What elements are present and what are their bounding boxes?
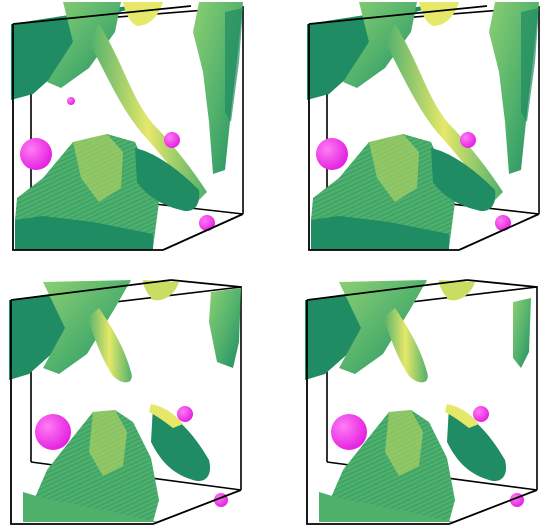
box-front-edges <box>308 5 540 251</box>
render-canvas <box>305 279 538 525</box>
isosurface-right-column <box>513 298 531 368</box>
inclusion-small <box>199 215 215 231</box>
inclusion-particles <box>20 97 215 231</box>
isosurface-right-column <box>209 288 241 368</box>
render-panel-top-left <box>3 2 253 257</box>
isosurface-lower-mound <box>15 134 200 250</box>
isosurface-right-column <box>489 2 539 174</box>
box-front-edges <box>10 279 242 525</box>
inclusion-particles <box>316 132 511 231</box>
isosurface-ridge <box>383 280 475 383</box>
isosurface-upper-sheet <box>307 2 449 100</box>
isosurface-upper-sheet <box>9 280 131 380</box>
isosurface-lower-mound <box>319 404 507 522</box>
render-canvas <box>9 279 242 525</box>
inclusion-large <box>331 414 367 450</box>
render-panel-bottom-left <box>3 272 253 527</box>
box-front-edges <box>306 279 538 525</box>
inclusion-small <box>177 406 193 422</box>
isosurface-ridge <box>385 2 503 200</box>
inclusion-large <box>316 138 348 170</box>
isosurface-ridge <box>89 2 207 200</box>
isosurface-lower-mound <box>311 134 496 250</box>
inclusion-small <box>460 132 476 148</box>
inclusion-large <box>20 138 52 170</box>
inclusion-large <box>35 414 71 450</box>
inclusion-small <box>473 406 489 422</box>
inclusion-small <box>495 215 511 231</box>
render-panel-top-right <box>299 2 547 257</box>
isosurface-right-column <box>193 2 243 174</box>
inclusion-tiny <box>67 97 75 105</box>
box-front-edges <box>12 5 244 251</box>
render-canvas <box>307 2 540 251</box>
render-panel-bottom-right <box>299 272 547 527</box>
isosurface-upper-sheet <box>305 280 427 380</box>
isosurface-upper-sheet <box>11 2 153 100</box>
render-canvas <box>11 2 244 251</box>
inclusion-small <box>164 132 180 148</box>
isosurface-lower-mound <box>23 404 211 522</box>
isosurface-ridge <box>87 280 179 383</box>
